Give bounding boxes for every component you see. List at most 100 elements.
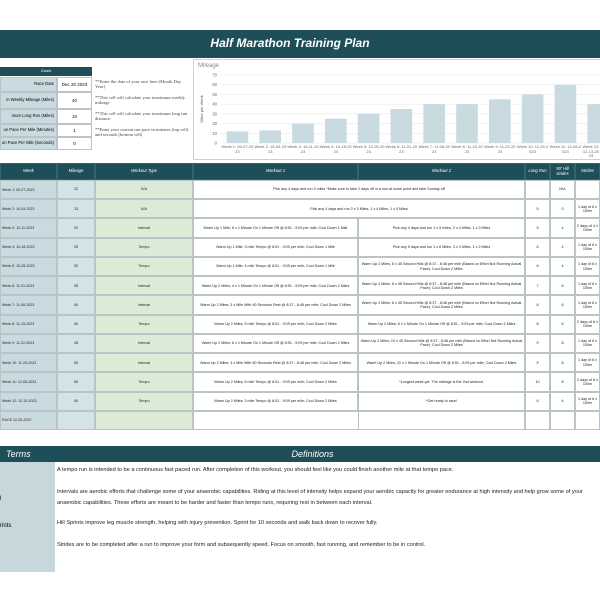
table-cell: Warm Up 2 Miles; 6 x 45 Second Hills @ 8… xyxy=(358,256,525,277)
x-tick-label: Week 4: 10-18-2023 xyxy=(319,145,352,154)
goal-label: un Pace Per Mile (Minutes) xyxy=(0,124,57,137)
table-cell: 35 xyxy=(57,276,95,296)
table-cell: 25 xyxy=(57,237,95,257)
goal-note: **This cell will calculate your maximum … xyxy=(95,95,186,106)
table-cell: 0 xyxy=(550,199,575,219)
table-cell: Warm Up 2 Miles; 8 x 45 Second Hills @ 8… xyxy=(358,295,525,315)
table-cell: 2 days of 4 x 100m xyxy=(575,218,600,238)
table-cell: 30 xyxy=(57,256,95,277)
table-cell xyxy=(358,410,525,430)
table-cell: Warm Up 1 Mile; 3 mile Tempo @ 8:51 - 9:… xyxy=(193,237,358,257)
table-cell: Warm Up 2 Miles; 8 x 45 Second Hills @ 8… xyxy=(358,276,525,296)
table-cell: 8 xyxy=(550,353,575,373)
table-cell: 6 xyxy=(550,276,575,296)
table-cell: Interval xyxy=(95,295,193,315)
table-cell: Week 5: 10-25-2023 xyxy=(0,256,57,277)
table-cell: 1 day of 6 x 100m xyxy=(575,199,600,219)
goal-value: 0 xyxy=(57,137,92,150)
table-cell: 1 day of 6 x 100m xyxy=(575,353,600,373)
goal-note: **This cell will calculate your maximum … xyxy=(95,111,188,122)
table-cell: 8 xyxy=(550,333,575,354)
table-cell: 1 day of 6 x 100m xyxy=(575,391,600,411)
table-cell: 40 xyxy=(57,391,95,411)
column-header: 90' Hill strides xyxy=(550,163,575,180)
table-cell: 13 xyxy=(57,199,95,219)
table-cell xyxy=(525,180,550,200)
goal-value: 1 xyxy=(57,124,92,137)
table-cell: Week 4: 10-18-2023 xyxy=(0,237,57,257)
table-cell: *Get ready to race! xyxy=(358,391,525,411)
x-tick-label: Week 12: 12-13-2023 xyxy=(582,145,600,157)
table-cell: Warm Up 2 Miles; 5 mile Tempo @ 8:51 - 9… xyxy=(193,314,358,334)
x-tick-label: Week 9: 11-22-2023 xyxy=(484,145,516,154)
table-cell: Tempo xyxy=(95,391,193,411)
x-tick-label: Week 1: 09-27-2023 xyxy=(221,145,254,154)
table-cell: 6 xyxy=(550,295,575,315)
chart-title: Mileage xyxy=(198,62,220,69)
table-cell: *Longest week yet. The mileage is the 2n… xyxy=(358,372,525,392)
table-cell: Week 1: 09-27-2023 xyxy=(0,180,57,200)
table-cell xyxy=(57,410,95,430)
table-cell: 20 xyxy=(57,218,95,238)
table-cell: 40 xyxy=(57,314,95,334)
table-cell: 1 day of 6 x 100m xyxy=(575,237,600,257)
table-cell: Week 2: 10-04-2023 xyxy=(0,199,57,219)
table-cell: 10 xyxy=(525,372,550,392)
column-header: Week xyxy=(0,163,57,180)
table-cell: Pick any 4 days and run 2 x 3 Miles, 1 x… xyxy=(193,199,525,219)
column-header: Mileage xyxy=(57,163,95,180)
table-cell: Week 8: 11-15-2023 xyxy=(0,314,57,334)
term xyxy=(0,462,55,484)
table-cell xyxy=(95,410,193,430)
column-header: Workout 1 xyxy=(193,163,358,180)
x-tick-label: Week 8: 11-15-2023 xyxy=(451,145,483,154)
table-cell: 50 xyxy=(57,353,95,373)
goal-label: Race Date xyxy=(0,77,57,92)
goal-value: 40 xyxy=(57,92,92,109)
table-cell: 6 xyxy=(550,314,575,334)
table-cell: 1 day of 6 x 100m xyxy=(575,276,600,296)
table-cell: RACE 12-20-2023 xyxy=(0,410,57,430)
table-cell: Warm Up 1 Mile; 4 mile Tempo @ 8:51 - 9:… xyxy=(193,256,358,277)
table-cell: Warm Up 2 Miles; 6 mile Tempo @ 8:51 - 9… xyxy=(193,372,358,392)
table-cell: 6 xyxy=(525,391,550,411)
table-cell: 8 xyxy=(550,372,575,392)
table-cell: Tempo xyxy=(95,237,193,257)
x-tick-label: Week 5: 10-25-2023 xyxy=(352,145,385,154)
table-cell: Tempo xyxy=(95,256,193,277)
table-cell: Week 6: 11-01-2023 xyxy=(0,276,57,296)
table-cell: 40 xyxy=(57,295,95,315)
table-cell xyxy=(575,180,600,200)
title-bar xyxy=(0,30,600,58)
terms-header: Terms xyxy=(0,446,55,462)
table-cell: 5 xyxy=(525,199,550,219)
table-cell: 8 xyxy=(525,295,550,315)
table-cell: Week 12: 12-13-2023 xyxy=(0,391,57,411)
table-cell: Pick any 5 days and run 1 x 6 Miles, 3 x… xyxy=(358,237,525,257)
table-cell: Week 11: 12-06-2023 xyxy=(0,372,57,392)
column-header: Strides xyxy=(575,163,600,180)
page-title: Half Marathon Training Plan xyxy=(210,36,370,51)
chart-frame xyxy=(193,59,600,160)
table-cell: N/A xyxy=(95,180,193,200)
table-cell: N/A xyxy=(550,180,575,200)
table-cell: Warm Up 2 Miles; 10 x 45 Second Hills @ … xyxy=(358,333,525,354)
table-cell: Interval xyxy=(95,218,193,238)
table-cell: 12 xyxy=(57,180,95,200)
table-cell: 2 days of 6 x 100m xyxy=(575,314,600,334)
goal-note: **Enter your current run pace in minutes… xyxy=(95,127,189,138)
table-cell: 1 day of 6 x 100m xyxy=(575,256,600,277)
column-header: Workout Type xyxy=(95,163,193,180)
table-cell: 6 xyxy=(525,237,550,257)
x-tick-label: Week 3: 10-11-2023 xyxy=(287,145,319,154)
terms-side xyxy=(0,566,55,572)
table-cell: 4 xyxy=(550,218,575,238)
column-header: Long Run xyxy=(525,163,550,180)
table-cell: 9 xyxy=(525,353,550,373)
table-cell: Week 9: 11-22-2023 xyxy=(0,333,57,354)
x-tick-label: Week 10: 11-29-2023 xyxy=(516,145,549,154)
definition: Hill Sprints improve leg muscle strength… xyxy=(57,520,378,526)
table-cell: 9 xyxy=(525,333,550,354)
term xyxy=(0,537,55,566)
